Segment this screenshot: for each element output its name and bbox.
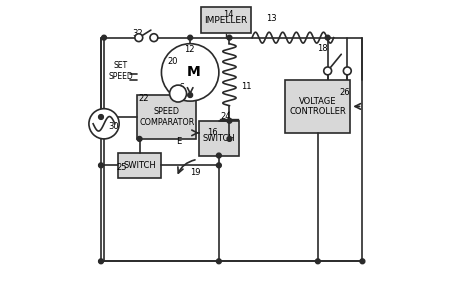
Text: 22: 22 xyxy=(139,94,149,102)
Text: 18: 18 xyxy=(317,44,328,53)
FancyBboxPatch shape xyxy=(199,121,238,156)
Circle shape xyxy=(170,85,187,102)
Circle shape xyxy=(135,34,143,41)
Circle shape xyxy=(360,259,365,264)
Text: IMPELLER: IMPELLER xyxy=(204,16,247,25)
Text: 19: 19 xyxy=(190,168,201,177)
Text: 25: 25 xyxy=(116,163,127,172)
Text: VOLTAGE
CONTROLLER: VOLTAGE CONTROLLER xyxy=(290,97,346,116)
Circle shape xyxy=(150,34,158,41)
Text: SWITCH: SWITCH xyxy=(123,161,156,170)
Circle shape xyxy=(188,35,192,40)
Circle shape xyxy=(188,93,192,98)
Circle shape xyxy=(217,259,221,264)
Circle shape xyxy=(101,35,107,40)
Text: 24: 24 xyxy=(220,112,231,121)
Text: 16: 16 xyxy=(207,128,218,137)
FancyBboxPatch shape xyxy=(137,95,196,139)
Circle shape xyxy=(162,44,219,101)
Circle shape xyxy=(217,153,221,158)
Text: 20: 20 xyxy=(167,57,178,66)
FancyBboxPatch shape xyxy=(118,152,162,178)
FancyBboxPatch shape xyxy=(285,80,350,133)
Circle shape xyxy=(89,109,119,139)
Text: SET
SPEED: SET SPEED xyxy=(108,61,133,81)
Text: 14: 14 xyxy=(223,10,234,20)
Text: 12: 12 xyxy=(184,45,195,54)
Text: 26: 26 xyxy=(340,88,350,97)
Circle shape xyxy=(227,35,232,40)
Text: S: S xyxy=(180,83,184,92)
Circle shape xyxy=(343,67,351,75)
Circle shape xyxy=(324,67,332,75)
Circle shape xyxy=(217,163,221,168)
FancyBboxPatch shape xyxy=(201,7,251,33)
Circle shape xyxy=(99,259,103,264)
Circle shape xyxy=(137,136,142,141)
Text: M: M xyxy=(186,65,200,79)
Text: SWITCH: SWITCH xyxy=(202,134,235,143)
Text: SPEED
COMPARATOR: SPEED COMPARATOR xyxy=(139,107,194,127)
Text: 13: 13 xyxy=(266,13,276,23)
Circle shape xyxy=(99,115,103,119)
Text: 11: 11 xyxy=(242,81,252,91)
Circle shape xyxy=(227,118,232,123)
Text: E: E xyxy=(176,138,182,146)
Circle shape xyxy=(227,136,232,141)
Text: 32: 32 xyxy=(133,29,143,38)
Text: 30: 30 xyxy=(109,122,119,131)
Circle shape xyxy=(325,35,330,40)
Circle shape xyxy=(99,163,103,168)
Circle shape xyxy=(315,259,320,264)
